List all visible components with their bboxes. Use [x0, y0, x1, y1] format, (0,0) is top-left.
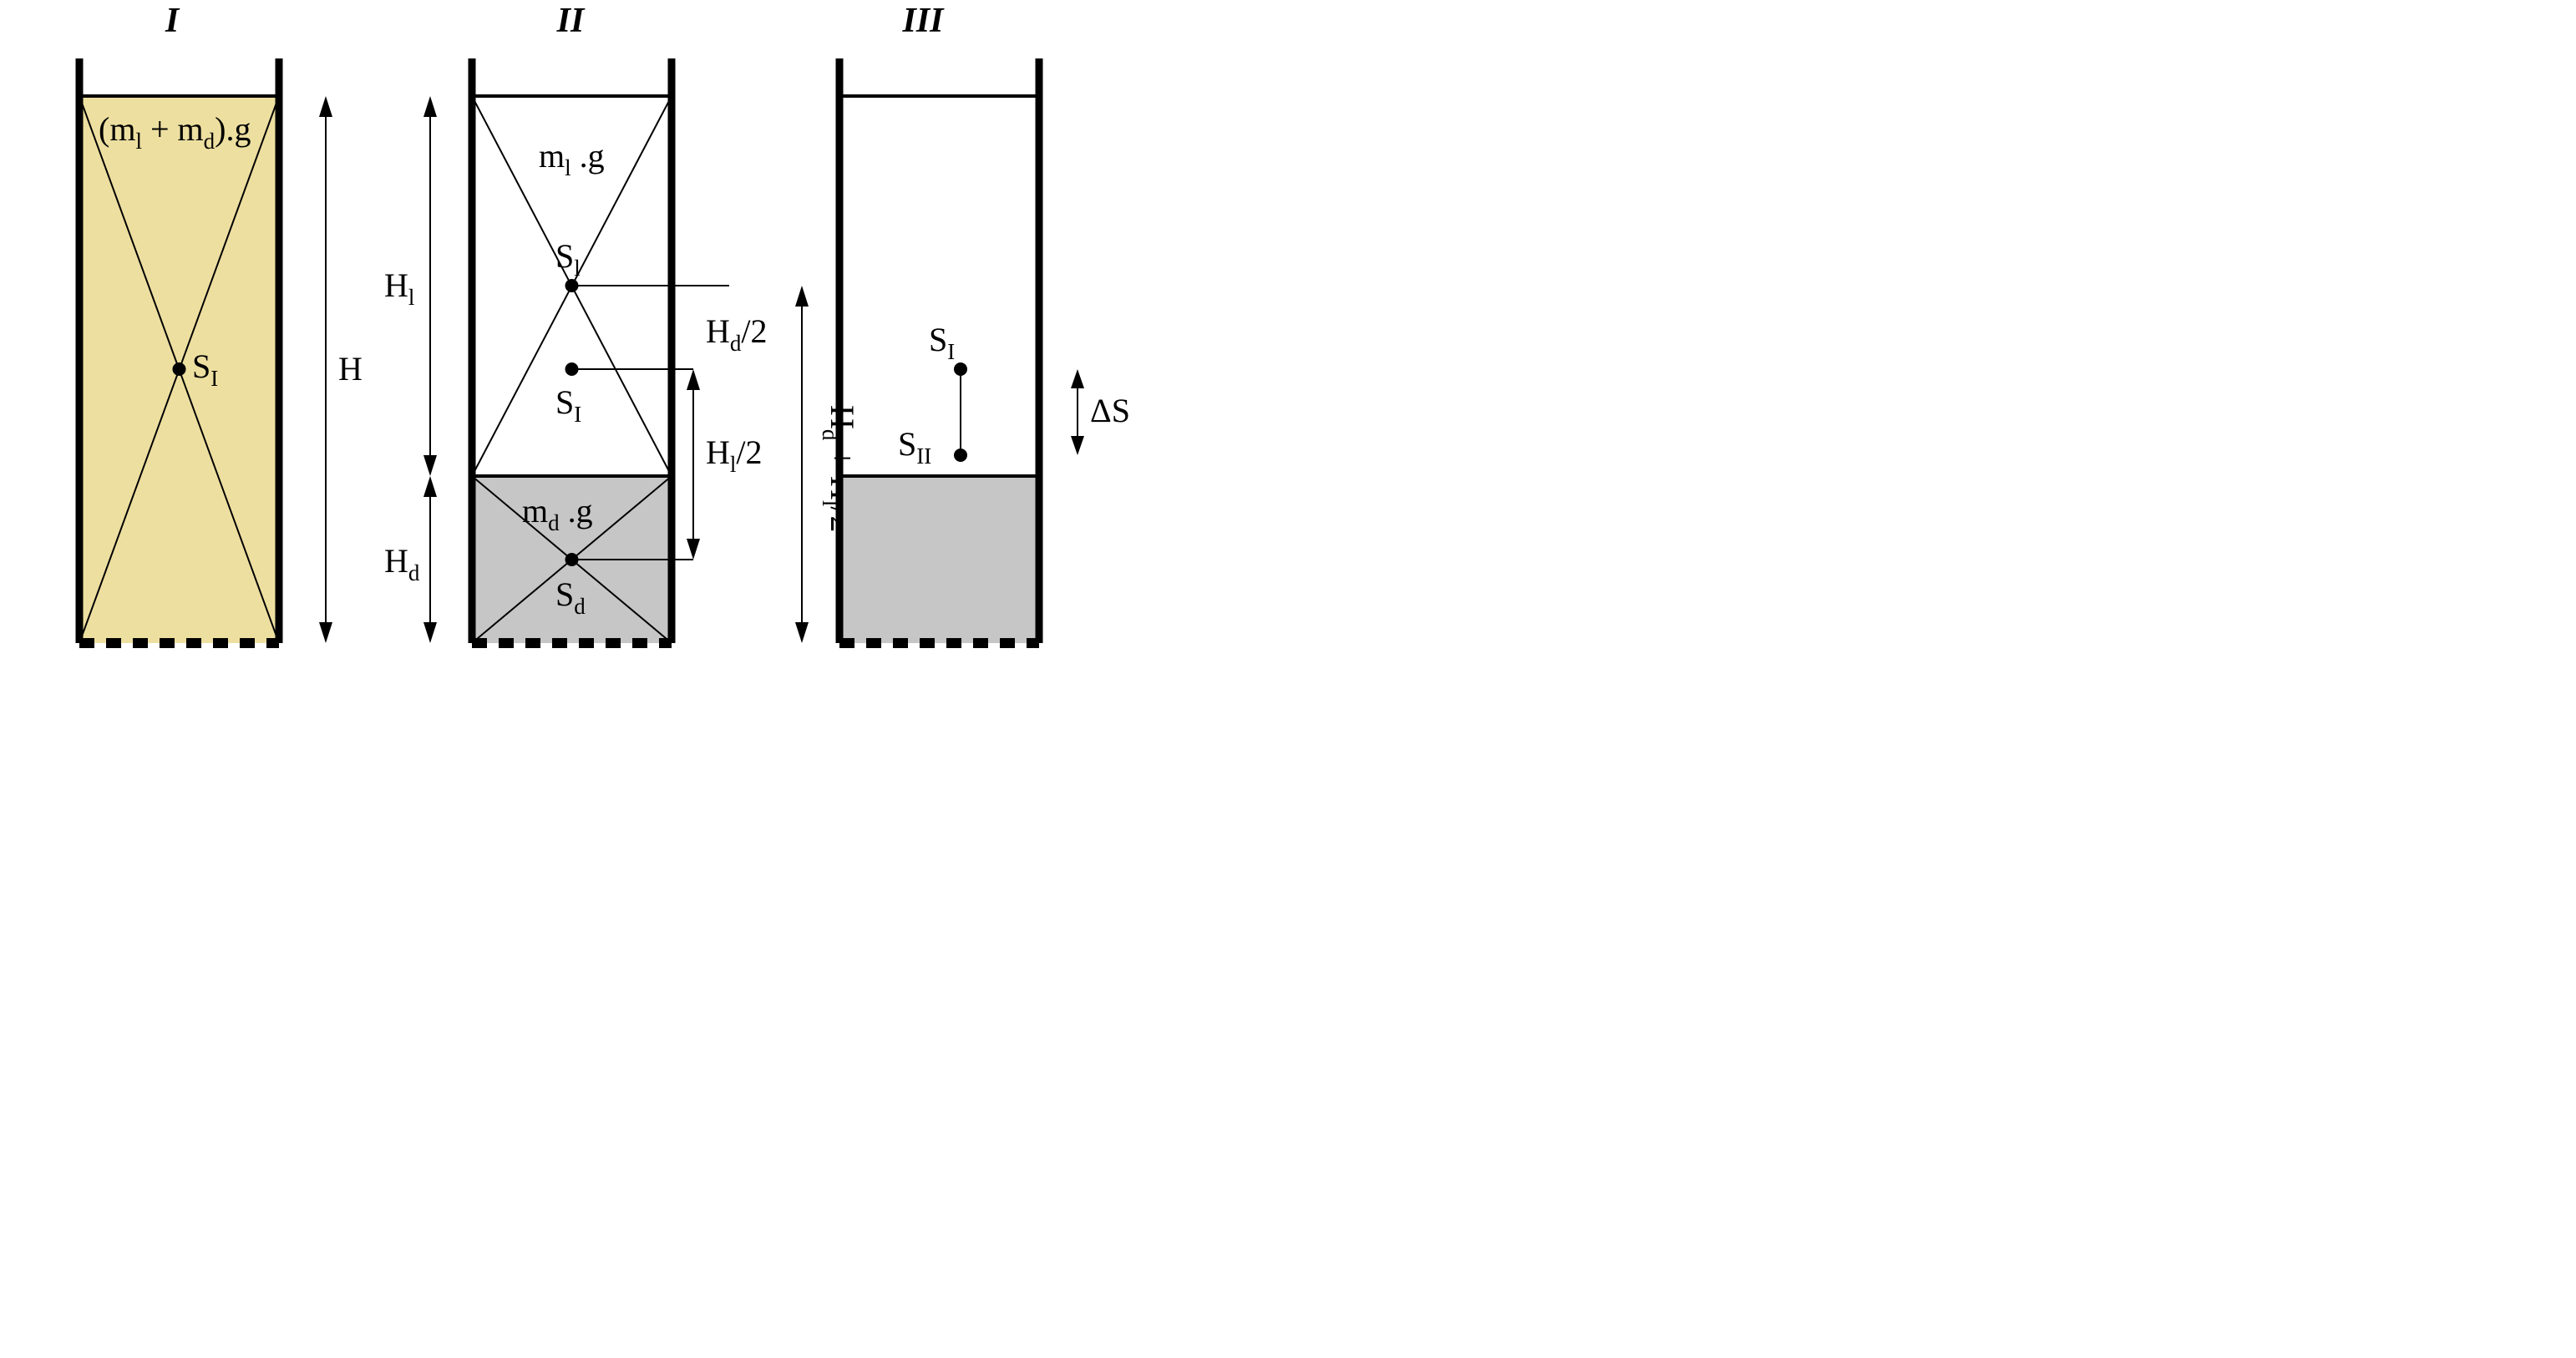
panel-title-1: I [165, 2, 180, 40]
sediment-fill-3 [839, 476, 1039, 643]
ml-g-label: ml .g [539, 137, 605, 180]
Sl-label: Sl [555, 237, 581, 281]
Hd2-label: Hd/2 [706, 312, 768, 356]
SII-label-3: SII [898, 425, 931, 469]
svg-text:Hl/2: Hl/2 [706, 433, 763, 477]
weight-label-1: (ml + md).g [99, 110, 251, 154]
panel-title-2: II [556, 2, 586, 40]
panel-1: (ml + md).g SI H [76, 58, 363, 643]
deltaS-arrow: ΔS [1071, 369, 1130, 455]
H-arrow: H [319, 96, 363, 643]
Hl2-arrow: Hl/2 [687, 369, 763, 560]
svg-text:H: H [338, 350, 363, 388]
center-SI-1 [173, 362, 186, 376]
panel-2: ml .g Sl SI md .g Sd Hl Hd [384, 58, 861, 643]
panel-title-3: III [901, 2, 945, 40]
sedimentation-diagram: I II III (ml + md).g SI H [0, 0, 1288, 679]
Hl-arrow: Hl [384, 96, 437, 476]
SI-label-3: SI [929, 321, 955, 364]
panel-3: SI SII ΔS [836, 58, 1130, 643]
SI-label-2: SI [555, 383, 581, 427]
svg-text:Hd: Hd [384, 542, 420, 585]
svg-text:ΔS: ΔS [1090, 392, 1130, 429]
Hd-arrow: Hd [384, 476, 437, 643]
svg-text:Hl: Hl [384, 266, 414, 310]
